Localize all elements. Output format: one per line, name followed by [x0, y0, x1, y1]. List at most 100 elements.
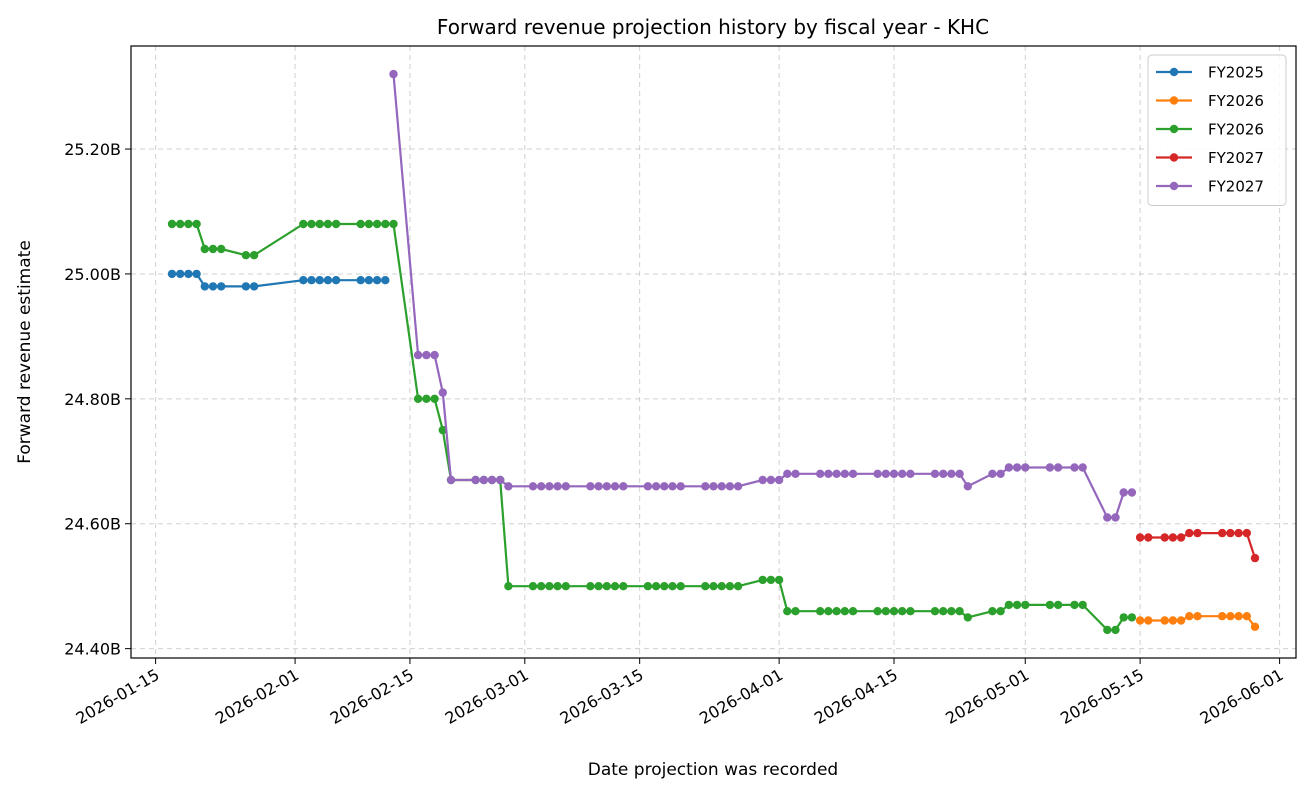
- data-point: [619, 482, 628, 491]
- data-point: [249, 282, 259, 291]
- legend-item: FY2025: [1156, 64, 1264, 82]
- data-point: [1021, 463, 1030, 472]
- data-point: [307, 276, 316, 285]
- data-point: [725, 482, 735, 491]
- legend-marker: [1169, 67, 1179, 77]
- data-point: [1135, 616, 1145, 625]
- legend-label: FY2027: [1208, 149, 1264, 167]
- data-point: [1119, 488, 1128, 497]
- legend-item: FY2026: [1156, 92, 1264, 110]
- data-point: [939, 469, 948, 478]
- legend-label: FY2026: [1208, 92, 1264, 110]
- data-point: [1185, 612, 1194, 621]
- data-point: [545, 582, 554, 591]
- data-point: [594, 482, 603, 491]
- data-point: [504, 582, 513, 591]
- data-point: [709, 482, 718, 491]
- data-point: [504, 482, 513, 491]
- data-point: [364, 276, 374, 285]
- data-point: [413, 350, 423, 360]
- data-point: [217, 282, 226, 291]
- series-fy2027-4: [389, 69, 1137, 522]
- data-point: [848, 469, 858, 478]
- data-point: [586, 582, 595, 591]
- legend-item: FY2027: [1156, 149, 1264, 167]
- data-point: [881, 469, 890, 478]
- data-point: [184, 219, 193, 229]
- data-point: [438, 425, 447, 435]
- data-point: [586, 482, 595, 491]
- data-point: [1070, 600, 1079, 610]
- data-point: [725, 582, 735, 591]
- data-point: [438, 388, 447, 397]
- data-point: [848, 607, 858, 616]
- legend-box: [1147, 54, 1287, 206]
- data-point: [496, 475, 505, 485]
- data-point: [446, 475, 456, 485]
- data-point: [676, 582, 685, 591]
- data-point: [1168, 616, 1178, 625]
- data-point: [1127, 613, 1137, 622]
- data-point: [668, 582, 677, 591]
- data-point: [930, 469, 940, 478]
- data-point: [299, 219, 308, 229]
- data-point: [840, 469, 849, 478]
- data-point: [1078, 600, 1087, 610]
- data-point: [479, 475, 488, 485]
- legend: FY2025 FY2026 FY2026 FY2027 FY2027: [1147, 54, 1287, 206]
- data-point: [299, 276, 308, 285]
- data-point: [906, 607, 915, 616]
- data-point: [643, 482, 653, 491]
- data-point: [1176, 533, 1186, 542]
- data-point: [988, 469, 997, 478]
- data-point: [315, 219, 324, 229]
- data-point: [651, 482, 661, 491]
- data-point: [766, 475, 776, 485]
- data-point: [766, 575, 776, 585]
- data-point: [553, 482, 562, 491]
- data-point: [1185, 528, 1194, 538]
- y-tick-label: 24.60B: [64, 515, 121, 534]
- data-point: [1168, 533, 1178, 542]
- y-tick-label: 24.80B: [64, 390, 121, 409]
- data-point: [184, 269, 193, 279]
- data-point: [1226, 612, 1235, 621]
- data-point: [824, 469, 833, 478]
- data-point: [389, 69, 398, 79]
- data-point: [1242, 612, 1252, 621]
- data-point: [791, 469, 800, 478]
- plot-frame: [130, 45, 1297, 659]
- data-point: [241, 251, 251, 260]
- data-point: [1053, 600, 1063, 610]
- data-point: [1053, 463, 1063, 472]
- data-point: [1193, 612, 1202, 621]
- series-layer: [167, 69, 1260, 635]
- data-point: [594, 582, 603, 591]
- data-point: [1193, 528, 1202, 538]
- data-point: [1127, 488, 1137, 497]
- data-point: [537, 482, 546, 491]
- data-point: [1176, 616, 1186, 625]
- y-axis-label: Forward revenue estimate: [15, 240, 35, 464]
- data-point: [381, 219, 390, 229]
- data-point: [1004, 600, 1014, 610]
- data-point: [881, 607, 890, 616]
- data-point: [832, 607, 841, 616]
- data-point: [307, 219, 316, 229]
- chart-title: Forward revenue projection history by fi…: [437, 15, 989, 39]
- data-point: [1119, 613, 1128, 622]
- data-point: [413, 394, 423, 403]
- data-point: [561, 582, 570, 591]
- legend-label: FY2026: [1208, 121, 1264, 139]
- data-point: [430, 394, 439, 403]
- data-point: [422, 350, 431, 360]
- data-point: [331, 276, 341, 285]
- data-point: [1012, 600, 1022, 610]
- data-point: [774, 475, 784, 485]
- data-point: [1012, 463, 1022, 472]
- data-point: [1242, 528, 1252, 538]
- legend-item: FY2027: [1156, 178, 1264, 196]
- data-point: [192, 269, 201, 279]
- data-point: [955, 469, 964, 478]
